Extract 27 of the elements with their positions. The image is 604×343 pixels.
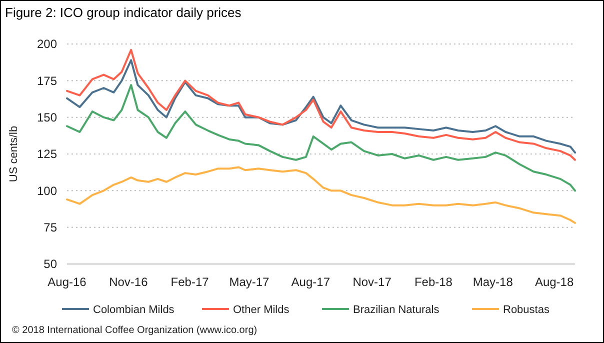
y-axis-title: US cents/lb — [8, 126, 20, 182]
x-tick-label: Feb-18 — [414, 275, 453, 289]
x-tick-label: Feb-17 — [170, 275, 210, 289]
x-tick-label: Aug-17 — [291, 275, 330, 289]
x-tick-label: Aug-18 — [534, 275, 574, 289]
x-tick-label: Nov-16 — [109, 275, 148, 289]
y-tick-label: 175 — [36, 74, 58, 88]
x-tick-label: May-17 — [229, 275, 270, 289]
text: © 2018 International Coffee Organization (www.ico.org) — [12, 325, 258, 336]
line-series — [66, 166, 576, 224]
y-tick-label: 75 — [44, 220, 58, 235]
legend-label: Robustas — [503, 304, 550, 316]
y-tick-label: 50 — [44, 257, 58, 272]
chart-title: Figure 2: ICO group indicator daily prices — [5, 5, 242, 20]
line-series — [66, 59, 576, 154]
x-tick-label: Aug-16 — [48, 275, 87, 289]
y-tick-label: 150 — [36, 110, 58, 125]
y-tick-label: 200 — [36, 37, 58, 52]
line-series — [66, 84, 576, 192]
y-tick-label: 125 — [36, 147, 58, 162]
legend-label: Brazilian Naturals — [353, 304, 440, 316]
legend-label: Other Milds — [233, 304, 290, 316]
legend-label: Colombian Milds — [93, 304, 175, 316]
x-tick-label: Nov-17 — [352, 275, 392, 289]
y-tick-label: 100 — [36, 184, 58, 198]
line-series — [66, 48, 576, 161]
x-tick-label: May-18 — [472, 275, 514, 289]
